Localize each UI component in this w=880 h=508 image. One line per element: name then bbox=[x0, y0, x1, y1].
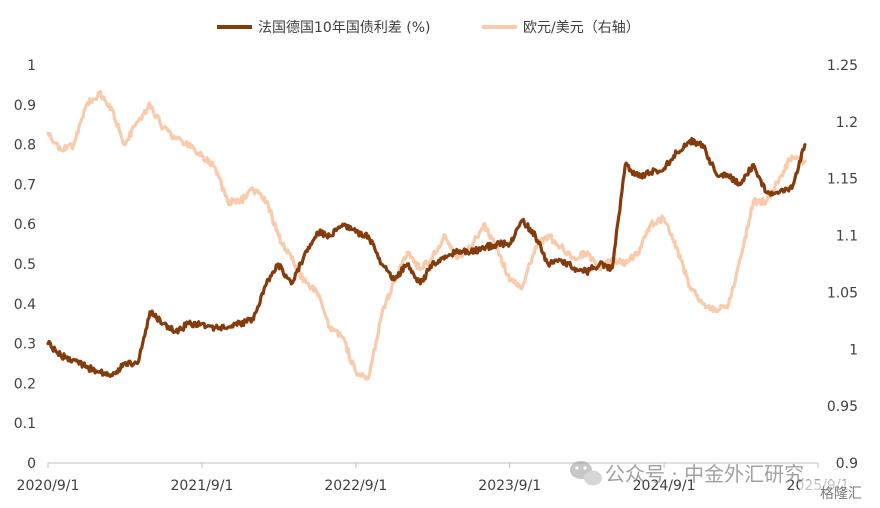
x-tick-label: 2023/9/1 bbox=[478, 478, 541, 494]
watermark-badge: 格隆汇 bbox=[820, 486, 862, 502]
right-tick-label: 1.2 bbox=[836, 115, 858, 131]
watermark-channel: 公众号 · 中金外汇研究 bbox=[605, 462, 804, 486]
x-tick-label: 2021/9/1 bbox=[170, 478, 233, 494]
left-tick-label: 0.3 bbox=[14, 337, 36, 353]
left-tick-label: 0 bbox=[27, 456, 36, 472]
left-tick-label: 0.2 bbox=[14, 376, 36, 392]
left-tick-label: 0.8 bbox=[14, 138, 36, 154]
right-tick-label: 1.15 bbox=[827, 172, 858, 188]
legend-label-eurusd: 欧元/美元（右轴） bbox=[523, 20, 640, 36]
left-tick-label: 0.5 bbox=[14, 257, 36, 273]
legend-label-spread: 法国德国10年国债利差 (%) bbox=[258, 20, 431, 36]
series-line-eurusd bbox=[46, 89, 807, 381]
left-tick-label: 0.7 bbox=[14, 177, 36, 193]
left-tick-label: 1 bbox=[27, 58, 36, 74]
x-tick-label: 2024/9/1 bbox=[633, 478, 696, 494]
left-tick-label: 0.4 bbox=[14, 297, 36, 313]
right-tick-label: 1 bbox=[849, 342, 858, 358]
watermark: 公众号 · 中金外汇研究 格隆汇 bbox=[570, 461, 876, 504]
watermark-badge-bg bbox=[800, 480, 876, 504]
right-axis-ticks: 0.9 0.95 1 1.05 1.1 1.15 1.2 1.25 bbox=[827, 58, 858, 472]
right-tick-label: 1.25 bbox=[827, 58, 858, 74]
wechat-icon bbox=[570, 461, 602, 486]
left-tick-label: 0.1 bbox=[14, 416, 36, 432]
left-axis-ticks: 0 0.1 0.2 0.3 0.4 0.5 0.6 0.7 0.8 0.9 1 bbox=[14, 58, 36, 472]
left-tick-label: 0.9 bbox=[14, 98, 36, 114]
chart-legend: 法国德国10年国债利差 (%) 欧元/美元（右轴） bbox=[217, 20, 640, 36]
x-tick-label: 2020/9/1 bbox=[17, 478, 80, 494]
series-line-spread bbox=[46, 136, 807, 378]
x-tick-label: 2022/9/1 bbox=[324, 478, 387, 494]
right-tick-label: 1.1 bbox=[836, 229, 858, 245]
right-tick-label: 1.05 bbox=[827, 285, 858, 301]
series-layer bbox=[46, 89, 807, 381]
right-tick-label: 0.95 bbox=[827, 399, 858, 415]
right-tick-label: 0.9 bbox=[836, 456, 858, 472]
left-tick-label: 0.6 bbox=[14, 217, 36, 233]
